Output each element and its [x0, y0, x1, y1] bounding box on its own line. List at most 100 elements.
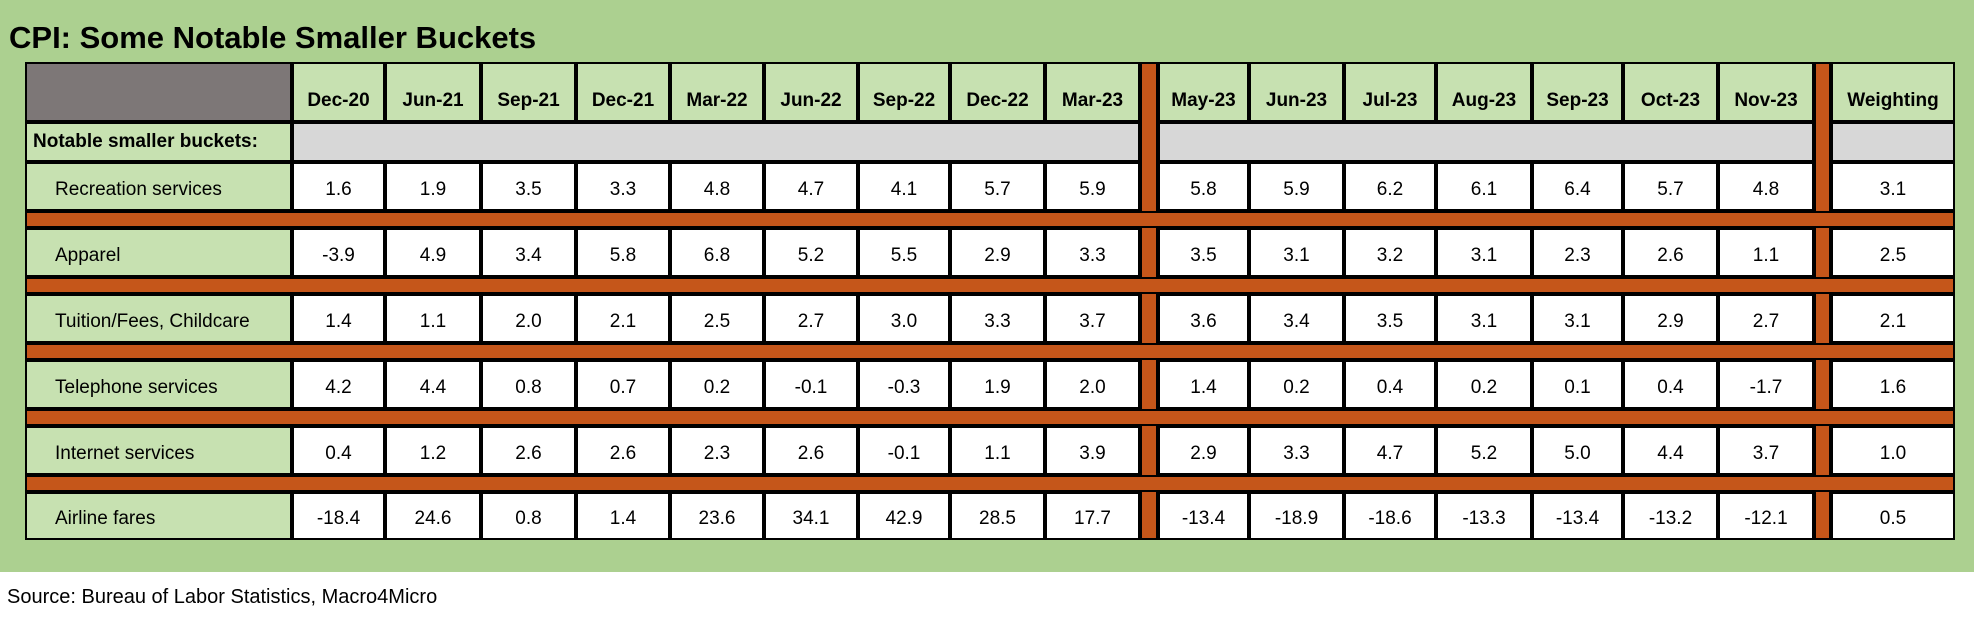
table-cell: 0.2 — [1436, 360, 1532, 409]
row-separator-band — [25, 211, 1955, 228]
table-cell: 6.8 — [670, 228, 764, 277]
table-cell: 2.3 — [1532, 228, 1623, 277]
column-separator — [1814, 62, 1831, 540]
table-cell: 3.6 — [1158, 294, 1249, 343]
table-cell: -0.1 — [764, 360, 858, 409]
table-cell: -12.1 — [1718, 492, 1814, 540]
table-cell: -13.4 — [1532, 492, 1623, 540]
row-label: Airline fares — [25, 492, 292, 540]
table-cell: 6.1 — [1436, 162, 1532, 211]
table-cell: 1.0 — [1831, 426, 1955, 475]
table-cell: 2.7 — [764, 294, 858, 343]
row-label: Recreation services — [25, 162, 292, 211]
table-cell: 2.1 — [576, 294, 670, 343]
table-cell: 6.4 — [1532, 162, 1623, 211]
table-cell: 3.3 — [950, 294, 1045, 343]
column-separator — [1140, 62, 1158, 540]
table-cell: 3.9 — [1045, 426, 1140, 475]
column-header: Mar-23 — [1045, 62, 1140, 122]
table-cell: -18.6 — [1344, 492, 1436, 540]
row-label: Telephone services — [25, 360, 292, 409]
table-cell: 0.7 — [576, 360, 670, 409]
column-header: Jun-21 — [385, 62, 481, 122]
table-cell: 2.6 — [764, 426, 858, 475]
table-cell: 0.2 — [1249, 360, 1344, 409]
table-cell: 5.7 — [950, 162, 1045, 211]
table-cell: 4.8 — [1718, 162, 1814, 211]
table-cell: 2.7 — [1718, 294, 1814, 343]
row-label: Apparel — [25, 228, 292, 277]
table-cell: 3.7 — [1045, 294, 1140, 343]
table-cell: 2.9 — [1623, 294, 1718, 343]
table-cell: 3.1 — [1436, 228, 1532, 277]
table-cell: 6.2 — [1344, 162, 1436, 211]
table-cell: 0.4 — [292, 426, 385, 475]
table-cell: -3.9 — [292, 228, 385, 277]
table-cell: 3.1 — [1831, 162, 1955, 211]
table-cell: 5.9 — [1045, 162, 1140, 211]
table-cell: -18.4 — [292, 492, 385, 540]
table-cell: 4.8 — [670, 162, 764, 211]
table-cell: 0.1 — [1532, 360, 1623, 409]
table-cell: 3.5 — [1158, 228, 1249, 277]
table-cell: 5.5 — [858, 228, 950, 277]
table-cell: 4.4 — [385, 360, 481, 409]
column-header: Mar-22 — [670, 62, 764, 122]
table-cell: 3.7 — [1718, 426, 1814, 475]
table-cell: -13.2 — [1623, 492, 1718, 540]
table-cell: 3.0 — [858, 294, 950, 343]
table-cell: 3.4 — [1249, 294, 1344, 343]
section-label: Notable smaller buckets: — [25, 122, 292, 162]
table-cell: 0.8 — [481, 492, 576, 540]
table-cell: 2.3 — [670, 426, 764, 475]
table-cell: 2.6 — [576, 426, 670, 475]
table-cell: 1.9 — [385, 162, 481, 211]
table-cell: 4.7 — [764, 162, 858, 211]
table-cell: 42.9 — [858, 492, 950, 540]
column-header: Dec-22 — [950, 62, 1045, 122]
table-cell: 4.7 — [1344, 426, 1436, 475]
table-cell: 4.1 — [858, 162, 950, 211]
table-cell: 1.2 — [385, 426, 481, 475]
row-separator-band — [25, 409, 1955, 426]
table-cell: 0.4 — [1623, 360, 1718, 409]
table-cell: 1.4 — [1158, 360, 1249, 409]
header-corner — [25, 62, 292, 122]
table-cell: 2.5 — [670, 294, 764, 343]
column-header: Aug-23 — [1436, 62, 1532, 122]
chart-title: CPI: Some Notable Smaller Buckets — [9, 20, 537, 55]
column-header: May-23 — [1158, 62, 1249, 122]
table-cell: 1.1 — [385, 294, 481, 343]
table-cell: 1.4 — [576, 492, 670, 540]
table-cell: 0.8 — [481, 360, 576, 409]
table-cell: 1.6 — [292, 162, 385, 211]
table-cell: 5.2 — [764, 228, 858, 277]
section-fill — [1831, 122, 1955, 162]
table-cell: 2.0 — [1045, 360, 1140, 409]
column-header: Sep-23 — [1532, 62, 1623, 122]
table-cell: 4.9 — [385, 228, 481, 277]
table-cell: 2.5 — [1831, 228, 1955, 277]
column-header: Nov-23 — [1718, 62, 1814, 122]
table-cell: 3.3 — [576, 162, 670, 211]
section-fill — [1158, 122, 1814, 162]
table-cell: 34.1 — [764, 492, 858, 540]
table-cell: 3.2 — [1344, 228, 1436, 277]
table-cell: 1.1 — [950, 426, 1045, 475]
table-cell: 5.0 — [1532, 426, 1623, 475]
column-header: Jun-22 — [764, 62, 858, 122]
table-cell: 4.4 — [1623, 426, 1718, 475]
table-cell: -0.3 — [858, 360, 950, 409]
table-cell: 2.6 — [1623, 228, 1718, 277]
column-header: Weighting — [1831, 62, 1955, 122]
table-cell: 2.9 — [1158, 426, 1249, 475]
table-cell: 5.9 — [1249, 162, 1344, 211]
table-cell: 5.7 — [1623, 162, 1718, 211]
table-cell: 2.9 — [950, 228, 1045, 277]
cpi-table: Dec-20 Jun-21 Sep-21 Dec-21 Mar-22 Jun-22 Sep-… — [25, 62, 1955, 540]
table-cell: -1.7 — [1718, 360, 1814, 409]
table-cell: -18.9 — [1249, 492, 1344, 540]
table-cell: 17.7 — [1045, 492, 1140, 540]
table-cell: 3.4 — [481, 228, 576, 277]
column-header: Dec-21 — [576, 62, 670, 122]
